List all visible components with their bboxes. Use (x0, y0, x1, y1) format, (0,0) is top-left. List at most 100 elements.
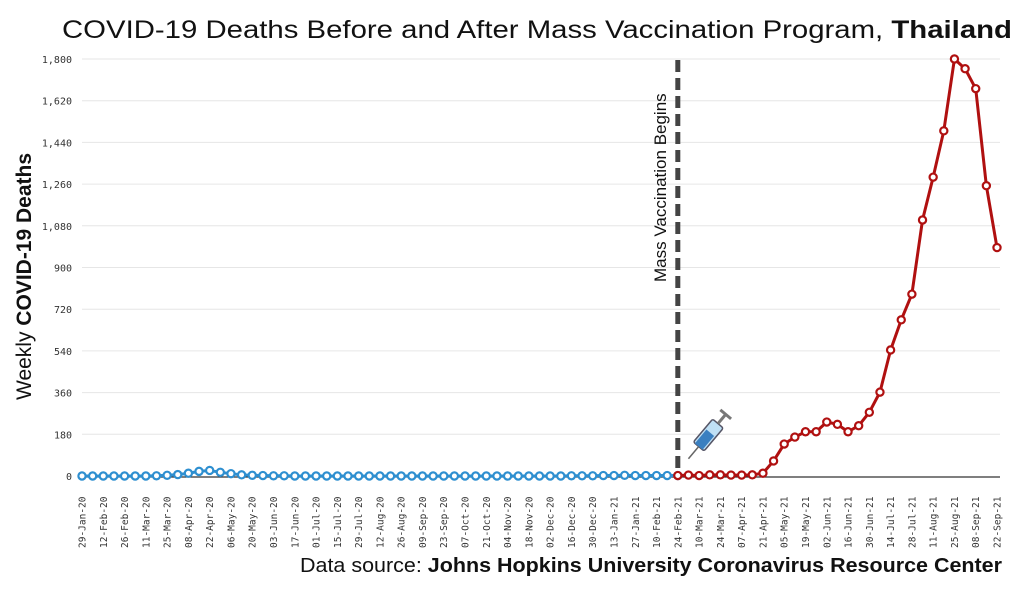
x-tick-label: 03-Jun-20 (269, 496, 280, 548)
data-point (981, 181, 992, 191)
data-point (747, 470, 757, 480)
vaccination-label: Mass Vaccination Begins (651, 93, 670, 282)
data-point (109, 471, 119, 481)
x-tick-label: 16-Jun-21 (844, 496, 855, 548)
x-tick-label: 29-Jul-20 (354, 496, 365, 548)
data-point (449, 471, 460, 481)
x-tick-label: 30-Dec-20 (588, 496, 599, 548)
x-tick-label: 09-Sep-20 (418, 496, 429, 548)
x-tick-label: 12-Aug-20 (375, 496, 386, 548)
data-point (630, 470, 640, 481)
data-point (758, 468, 768, 478)
data-point (439, 471, 449, 481)
data-point (598, 470, 609, 481)
data-point (917, 215, 928, 225)
x-tick-label: 24-Feb-21 (673, 496, 684, 548)
y-tick-label: 1,620 (42, 97, 72, 108)
data-point (396, 471, 406, 481)
x-tick-label: 22-Sep-21 (993, 496, 1004, 548)
data-point (375, 471, 385, 481)
data-point (322, 471, 332, 481)
x-tick-label: 29-Jan-20 (78, 496, 89, 548)
x-tick-label: 13-Jan-21 (609, 496, 620, 548)
x-tick-label: 16-Dec-20 (567, 496, 578, 548)
y-tick-label: 0 (66, 472, 72, 483)
data-point (98, 471, 108, 481)
data-point (726, 470, 736, 480)
data-point (885, 345, 896, 355)
data-point (907, 289, 917, 299)
data-point (513, 471, 523, 481)
series (77, 54, 1002, 481)
data-point (790, 432, 800, 442)
data-point (119, 471, 130, 481)
data-point (694, 470, 704, 481)
data-point (460, 471, 470, 481)
data-point (77, 471, 87, 481)
y-tick-label: 1,260 (42, 180, 72, 191)
data-point (502, 471, 513, 481)
data-point (524, 471, 534, 481)
x-tick-label: 27-Jan-21 (631, 496, 642, 548)
title-main: COVID-19 Deaths Before and After Mass Va… (62, 16, 891, 44)
y-axis-ticks: 0 180 360 540 720 900 1,080 1,260 1,440 1,620 1,80… (42, 55, 72, 483)
data-point (949, 54, 960, 64)
data-point (556, 471, 566, 481)
data-point (779, 439, 789, 449)
data-point (258, 470, 268, 481)
data-point (87, 471, 98, 481)
data-point (407, 471, 417, 481)
data-point (864, 407, 875, 417)
x-tick-label: 12-Feb-20 (99, 496, 110, 548)
source-name: Johns Hopkins University Coronavirus Res… (428, 555, 1002, 577)
x-tick-label: 08-Apr-20 (184, 496, 195, 548)
data-point (268, 471, 279, 481)
data-point (290, 471, 300, 481)
data-point (960, 64, 970, 74)
x-tick-label: 02-Dec-20 (546, 496, 557, 548)
data-point (481, 471, 492, 481)
x-tick-label: 25-Mar-20 (163, 496, 174, 548)
data-point (587, 471, 598, 481)
data-point (566, 471, 577, 481)
x-tick-label: 18-Nov-20 (524, 496, 535, 548)
x-tick-label: 30-Jun-21 (865, 496, 876, 548)
data-point (619, 470, 630, 481)
data-point (151, 471, 162, 481)
source-prefix: Data source: (300, 555, 428, 577)
x-tick-label: 15-Jul-20 (333, 496, 344, 548)
data-point (183, 468, 194, 478)
data-point (662, 470, 672, 481)
data-point (971, 83, 981, 94)
data-point (353, 471, 364, 481)
data-point (811, 427, 821, 437)
y-tick-label: 1,080 (42, 222, 72, 233)
x-tick-label: 04-Nov-20 (503, 496, 514, 548)
data-point (236, 470, 247, 480)
data-point (683, 470, 694, 480)
data-point (534, 471, 545, 481)
x-tick-label: 07-Oct-20 (461, 496, 472, 548)
x-tick-label: 07-Apr-21 (737, 496, 748, 548)
data-point (130, 471, 140, 481)
data-point (832, 419, 843, 430)
x-tick-label: 17-Jun-20 (290, 496, 301, 548)
data-point (141, 471, 151, 481)
data-point (194, 466, 204, 477)
data-point (641, 470, 651, 481)
chart-title: COVID-19 Deaths Before and After Mass Va… (62, 16, 1012, 44)
data-point (300, 471, 311, 481)
x-tick-label: 26-Aug-20 (397, 496, 408, 548)
data-point (715, 470, 726, 480)
data-point (822, 417, 832, 427)
data-point (853, 421, 864, 431)
data-point (609, 470, 619, 481)
data-point (226, 468, 236, 479)
y-label-prefix: Weekly (13, 326, 36, 400)
data-point (705, 470, 715, 480)
data-point (736, 470, 747, 480)
y-tick-label: 1,800 (42, 55, 72, 66)
data-point (470, 471, 481, 481)
x-tick-label: 14-Jul-21 (886, 496, 897, 548)
